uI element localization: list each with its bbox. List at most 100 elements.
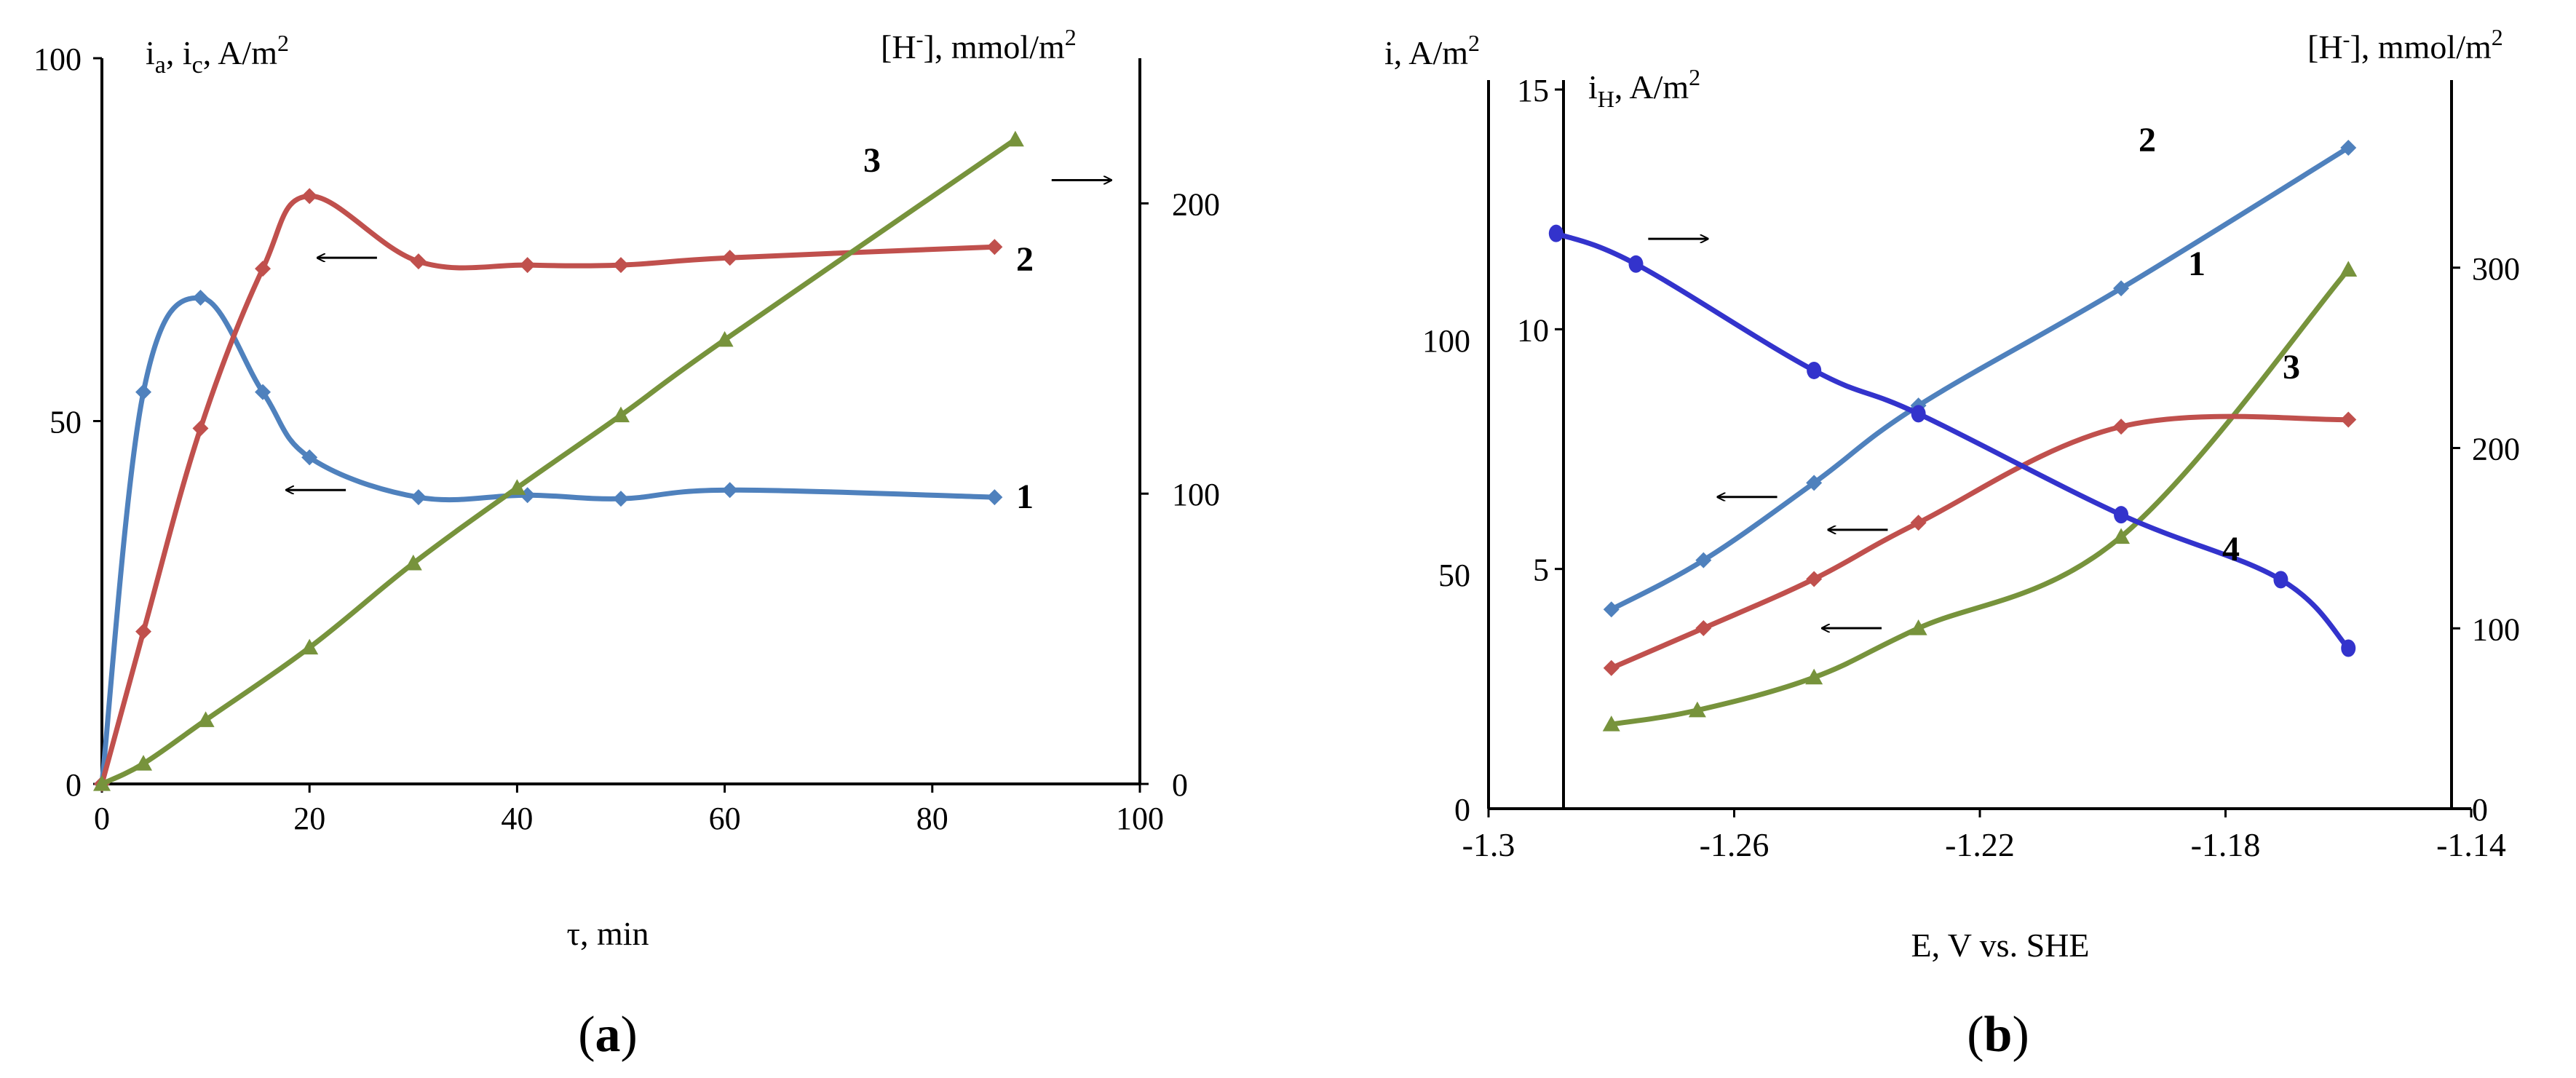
panel-b-caption: (b)	[1967, 1007, 2029, 1063]
data-point	[255, 384, 272, 400]
inner-y-tick-label: 5	[1533, 552, 1549, 588]
data-point	[2339, 261, 2358, 277]
x-tick-label: -1.14	[2436, 826, 2506, 863]
data-point	[2113, 419, 2130, 435]
y-tick-label: 50	[49, 405, 82, 440]
data-point	[1807, 361, 1822, 379]
x-tick-label: 80	[916, 801, 948, 836]
panel-b-right-y-label: [H-], mmol/m2	[2307, 24, 2503, 66]
panel-a-caption: (a)	[578, 1007, 638, 1063]
series-3-line	[100, 137, 1017, 787]
data-point	[986, 489, 1003, 506]
x-tick-label: 100	[1116, 801, 1164, 836]
right-y-tick-label: 0	[1172, 767, 1188, 803]
inner-y-tick-label: 15	[1517, 73, 1549, 108]
data-point	[2340, 411, 2357, 428]
panel-b: -1.3 -1.26 -1.22 -1.18 -1.14 0 50 100 5 10 15 0 1…	[1384, 24, 2520, 1063]
x-tick-label: -1.3	[1462, 826, 1515, 863]
series-2-label: 2	[1016, 240, 1034, 279]
panel-b-inner-y-ticks: 5 10 15	[1517, 73, 1564, 588]
data-point	[192, 420, 209, 437]
panel-b-series: 1 2 3 4	[1548, 121, 2358, 732]
panel-a-x-ticks: 0 20 40 60 80 100	[94, 784, 1164, 836]
data-point	[410, 253, 427, 270]
data-point	[197, 711, 215, 727]
data-point	[301, 638, 319, 655]
series-1-label: 1	[1016, 477, 1034, 516]
data-point	[192, 290, 209, 306]
panel-b-x-ticks: -1.3 -1.26 -1.22 -1.18 -1.14	[1462, 809, 2506, 863]
data-point	[1805, 668, 1823, 685]
panel-b-x-label: E, V vs. SHE	[1911, 927, 2090, 964]
data-point	[508, 479, 526, 495]
series-1-line	[99, 295, 995, 785]
data-point	[301, 449, 318, 466]
data-point	[301, 188, 318, 205]
panel-b-outer-y-ticks: 0 50 100	[1422, 323, 1470, 828]
x-tick-label: 40	[501, 801, 533, 836]
data-point	[255, 261, 272, 277]
y-tick-label: 0	[66, 767, 82, 803]
panel-b-outer-y-label: i, A/m2	[1384, 30, 1480, 71]
series-4-label: 4	[2222, 530, 2240, 568]
inner-y-tick-label: 10	[1517, 312, 1549, 348]
data-point	[2273, 571, 2288, 589]
data-point	[1603, 601, 1620, 618]
right-y-tick-label: 100	[2472, 611, 2520, 647]
right-y-tick-label: 200	[2472, 432, 2520, 467]
panel-b-right-y-ticks: 0 100 200 300	[2452, 251, 2520, 828]
x-tick-label: 60	[709, 801, 741, 836]
data-point	[716, 330, 734, 347]
series-2-line	[99, 193, 995, 785]
right-y-tick-label: 100	[1172, 477, 1220, 512]
outer-y-tick-label: 50	[1438, 558, 1470, 593]
x-tick-label: -1.18	[2191, 826, 2261, 863]
x-tick-label: 20	[293, 801, 325, 836]
series-3	[1603, 411, 2357, 676]
data-point	[1548, 224, 1564, 242]
data-point	[986, 239, 1003, 255]
data-point	[1688, 701, 1706, 718]
data-point	[2114, 506, 2129, 524]
data-point	[1909, 619, 1927, 635]
data-point	[2340, 139, 2357, 156]
outer-y-tick-label: 0	[1454, 792, 1470, 828]
data-point	[1806, 571, 1823, 587]
outer-y-tick-label: 100	[1422, 323, 1470, 359]
series-4	[1548, 224, 2356, 657]
x-tick-label: -1.22	[1945, 826, 2015, 863]
series-2-label: 2	[2139, 121, 2156, 159]
series-1-label: 1	[2188, 245, 2206, 283]
data-point	[612, 406, 630, 423]
data-point	[1628, 255, 1644, 273]
data-point	[135, 623, 152, 640]
data-point	[1603, 659, 1620, 676]
panel-a-x-label: τ, min	[566, 915, 649, 952]
data-point	[613, 257, 629, 274]
data-point	[2112, 528, 2131, 544]
series-3	[93, 130, 1111, 791]
panel-a-series: 1 2 3	[93, 130, 1111, 792]
data-point	[1911, 405, 1926, 423]
data-point	[1806, 475, 1823, 491]
right-y-tick-label: 200	[1172, 186, 1220, 222]
series-1	[94, 290, 1003, 792]
data-point	[2113, 280, 2130, 297]
series-2	[1603, 139, 2357, 618]
data-point	[135, 384, 152, 400]
panel-a-left-y-ticks: 0 50 100	[33, 41, 102, 803]
y-tick-label: 100	[33, 41, 82, 77]
data-point	[1910, 515, 1927, 531]
data-point	[2341, 639, 2356, 657]
x-tick-label: -1.26	[1700, 826, 1769, 863]
data-point	[1006, 130, 1024, 147]
data-point	[1695, 552, 1712, 568]
data-point	[613, 491, 629, 507]
data-point	[135, 755, 153, 771]
panel-a-left-y-label: ia, ic, A/m2	[146, 30, 289, 79]
panel-a-right-y-label: [H-], mmol/m2	[881, 24, 1077, 66]
data-point	[1602, 716, 1620, 732]
data-point	[721, 250, 738, 266]
